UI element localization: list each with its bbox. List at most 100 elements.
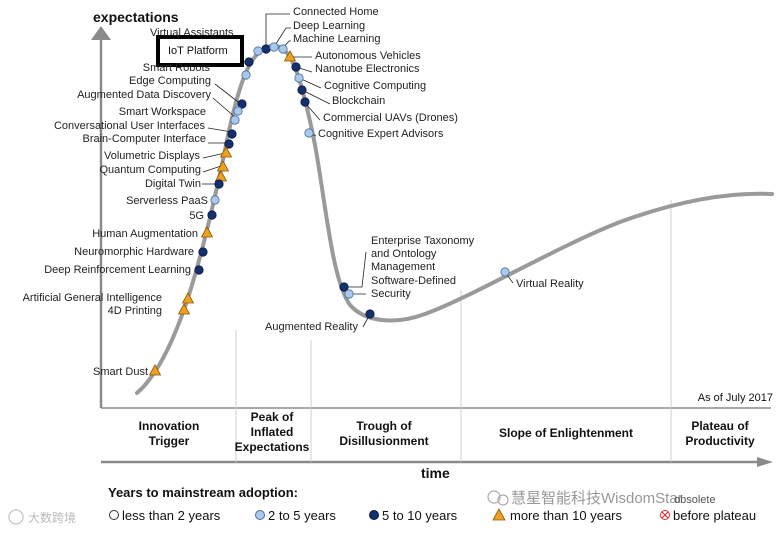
marker-autonomous-vehicles [283,50,297,62]
marker-conversational-ui [227,129,237,139]
tech-label-human-augmentation: Human Augmentation [92,228,198,240]
marker-artificial-general-intelligence [181,292,195,304]
tech-label-virtual-reality: Virtual Reality [516,278,584,290]
tech-label-commercial-uavs: Commercial UAVs (Drones) [323,112,458,124]
tech-label-connected-home: Connected Home [293,6,379,18]
watermark-left-logo-icon [8,509,24,525]
tech-label-software-defined-security: Software-Defined Security [371,275,459,300]
marker-smart-workspace [230,115,240,125]
legend-icon-more-than-10 [492,508,506,521]
marker-iot-platform [241,70,251,80]
tech-label-enterprise-taxonomy-line-1: Enterprise Taxonomy [371,235,475,247]
watermark-left: 大数跨境 [8,509,76,525]
leader-lines [202,13,514,328]
iot-platform-highlight-box [156,35,244,67]
tech-label-cognitive-computing: Cognitive Computing [324,80,426,92]
tech-label-software-defined-security-line-2: Security [371,288,411,300]
tech-label-machine-learning: Machine Learning [293,33,380,45]
marker-digital-twin [214,179,224,189]
marker-4d-printing [177,303,191,315]
marker-smart-robots [244,57,254,67]
watermark-right: 慧星智能科技WisdomStar [487,489,683,507]
marker-5g [207,210,217,220]
svg-text:Inflated: Inflated [251,425,294,439]
tech-label-nanotube-electronics: Nanotube Electronics [315,63,420,75]
phase-trough-of-disillusionment: Trough of Disillusionment [339,419,428,448]
tech-label-enterprise-taxonomy-line-3: Management [371,261,435,273]
marker-blockchain [297,85,307,95]
hype-curve [135,43,774,395]
tech-label-augmented-reality: Augmented Reality [265,321,358,333]
marker-smart-dust [148,364,162,376]
tech-label-virtual-assistants: Virtual Assistants [150,27,234,39]
svg-text:Plateau of: Plateau of [691,419,749,433]
marker-edge-computing [237,99,247,109]
tech-label-cognitive-expert-advisors: Cognitive Expert Advisors [318,128,444,140]
svg-text:Innovation: Innovation [139,419,200,433]
marker-connected-home [261,44,271,54]
tech-label-4d-printing: 4D Printing [108,305,162,317]
marker-commercial-uavs [300,97,310,107]
marker-neuromorphic-hardware [198,247,208,257]
svg-text:Slope of Enlightenment: Slope of Enlightenment [499,426,633,440]
legend-title: Years to mainstream adoption: [108,485,298,500]
tech-label-augmented-data-discovery: Augmented Data Discovery [77,89,211,101]
tech-label-5g: 5G [189,210,204,222]
marker-deep-learning [269,42,279,52]
watermark-left-text: 大数跨境 [28,510,76,525]
marker-human-augmentation [200,226,214,238]
watermark-right-chat-icon [487,490,501,504]
watermark-right-chat-icon-2 [497,494,509,506]
phase-innovation-trigger: Innovation Trigger [139,419,200,448]
tech-label-quantum-computing: Quantum Computing [100,164,202,176]
tech-label-enterprise-taxonomy-line-2: and Ontology [371,248,437,260]
tech-label-conversational-ui: Conversational User Interfaces [54,120,206,132]
phase-plateau-of-productivity: Plateau of Productivity [685,419,755,448]
marker-software-defined-security [344,289,354,299]
legend-icon-5-to-10 [369,510,379,520]
marker-virtual-assistants [253,46,263,56]
svg-text:Expectations: Expectations [235,440,310,454]
tech-label-serverless-paas: Serverless PaaS [126,195,208,207]
x-axis-label: time [421,465,450,481]
tech-label-smart-robots: Smart Robots [143,62,211,74]
marker-enterprise-taxonomy [339,282,349,292]
legend-label-more-than-10: more than 10 years [510,508,623,523]
tech-label-volumetric-displays: Volumetric Displays [104,150,200,162]
legend-icon-2-to-5 [255,510,265,520]
tech-label-smart-workspace: Smart Workspace [119,106,206,118]
legend-icon-obsolete-cross [661,511,669,519]
marker-augmented-data-discovery [233,106,243,116]
phase-slope-of-enlightenment: Slope of Enlightenment [499,426,633,440]
tech-label-smart-dust: Smart Dust [93,366,148,378]
tech-label-deep-reinforcement-learning: Deep Reinforcement Learning [44,264,191,276]
svg-text:Peak of: Peak of [251,410,295,424]
legend-label-less-than-2: less than 2 years [122,508,221,523]
legend-label-before-plateau: before plateau [673,508,756,523]
marker-cognitive-computing [294,73,304,83]
tech-label-software-defined-security-line-1: Software-Defined [371,275,456,287]
as-of-note: As of July 2017 [698,392,773,404]
y-axis-label: expectations [93,9,179,25]
legend-obsolete-prefix: obsolete [674,494,716,506]
marker-quantum-computing [216,160,230,172]
tech-label-enterprise-taxonomy: Enterprise Taxonomy and Ontology Managem… [371,235,477,273]
phase-peak-of-inflated-expectations: Peak of Inflated Expectations [235,410,310,454]
y-axis-arrow [91,26,111,40]
tech-label-artificial-general-intelligence: Artificial General Intelligence [23,292,162,304]
svg-text:Trough of: Trough of [356,419,412,433]
legend-label-5-to-10: 5 to 10 years [382,508,458,523]
marker-deep-reinforcement-learning [194,265,204,275]
legend-icon-less-than-2 [109,510,119,520]
marker-cognitive-expert-advisors [304,128,314,138]
marker-machine-learning [278,44,288,54]
marker-volumetric-displays [219,146,233,158]
tech-label-neuromorphic-hardware: Neuromorphic Hardware [74,246,194,258]
legend: Years to mainstream adoption: less than … [108,485,756,523]
svg-text:Productivity: Productivity [685,434,755,448]
marker-brain-computer-interface [224,139,234,149]
tech-label-deep-learning: Deep Learning [293,20,365,32]
tech-label-brain-computer-interface: Brain-Computer Interface [83,133,207,145]
svg-text:Disillusionment: Disillusionment [339,434,428,448]
